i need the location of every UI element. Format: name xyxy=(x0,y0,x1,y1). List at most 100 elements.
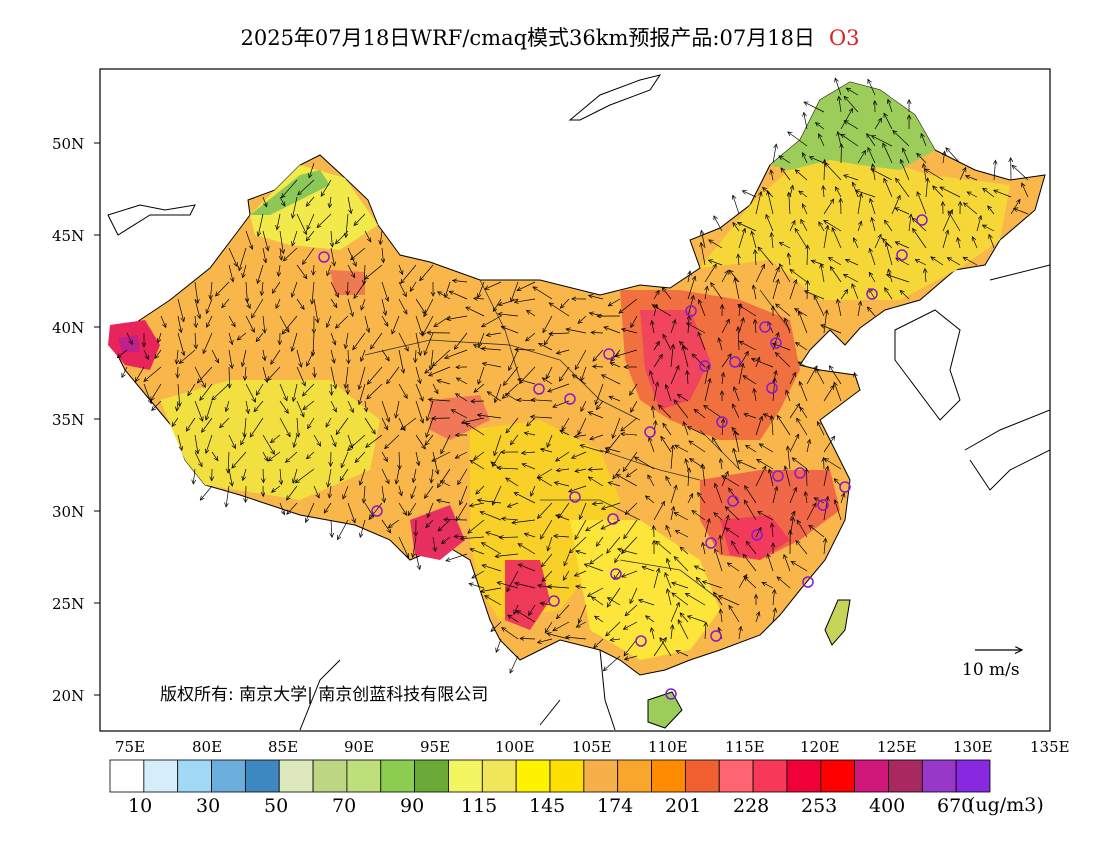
wind-arrow xyxy=(508,615,519,623)
wind-arrow xyxy=(345,332,349,349)
colorbar-swatch xyxy=(752,759,788,793)
wind-arrow xyxy=(857,151,866,164)
wind-arrow xyxy=(381,519,391,533)
wind-arrow xyxy=(746,445,757,453)
colorbar-swatch xyxy=(380,759,416,793)
wind-arrow xyxy=(696,577,706,589)
wind-arrow xyxy=(429,366,451,376)
wind-arrow xyxy=(353,332,366,350)
wind-arrow xyxy=(588,587,604,596)
wind-arrow xyxy=(1022,183,1029,198)
colorbar-label: 174 xyxy=(597,795,633,817)
colorbar-swatch xyxy=(549,759,585,793)
wind-arrow xyxy=(287,485,298,500)
wind-arrow xyxy=(775,353,791,368)
wind-arrow xyxy=(364,485,365,503)
wind-arrow xyxy=(520,638,536,639)
wind-arrow xyxy=(415,553,420,570)
wind-arrow xyxy=(524,433,536,435)
wind-arrow xyxy=(336,417,349,435)
wind-arrow xyxy=(557,604,570,619)
wind-arrow xyxy=(867,134,876,147)
wind-arrow xyxy=(771,233,773,249)
wind-arrow xyxy=(868,148,876,164)
colorbar-swatch xyxy=(312,759,348,793)
colorbar-label: 90 xyxy=(400,795,424,817)
wind-arrow xyxy=(758,512,774,521)
wind-arrow xyxy=(258,213,264,236)
wind-arrow xyxy=(776,304,791,317)
wind-arrow xyxy=(343,485,349,499)
wind-arrow xyxy=(462,417,485,423)
wind-arrow xyxy=(733,223,740,232)
wind-arrow xyxy=(670,366,679,385)
wind-arrow xyxy=(769,469,774,487)
wind-arrow xyxy=(816,369,825,385)
wind-arrow xyxy=(313,264,314,275)
wind-arrow xyxy=(773,343,791,351)
wind-arrow xyxy=(495,383,502,403)
wind-arrow xyxy=(917,153,927,164)
wind-arrow xyxy=(874,235,881,249)
wind-arrow xyxy=(382,247,384,263)
wind-arrow xyxy=(674,557,689,572)
wind-arrow xyxy=(624,638,638,656)
wind-arrow xyxy=(361,349,366,361)
wind-arrow xyxy=(330,349,335,363)
wind-arrow xyxy=(591,332,604,333)
wind-arrow xyxy=(670,485,677,504)
wind-arrow xyxy=(674,513,689,521)
wind-arrow xyxy=(361,298,366,310)
wind-arrow xyxy=(786,390,791,402)
wind-arrow xyxy=(635,457,655,470)
wind-arrow xyxy=(478,366,485,384)
wind-arrow xyxy=(388,519,400,528)
wind-arrow xyxy=(653,382,658,402)
wind-arrow xyxy=(498,314,519,316)
wind-arrow xyxy=(297,417,298,437)
wind-arrow xyxy=(931,257,944,266)
wind-arrow xyxy=(455,451,468,458)
wind-arrow xyxy=(709,260,723,266)
wind-arrow xyxy=(427,502,434,518)
wind-arrow xyxy=(686,593,706,606)
wind-arrow xyxy=(630,383,638,395)
wind-arrow xyxy=(869,289,876,300)
wind-arrow xyxy=(844,121,859,130)
wind-arrow xyxy=(788,253,790,266)
wind-arrow xyxy=(469,584,485,589)
wind-arrow xyxy=(566,637,587,639)
wind-arrow xyxy=(610,363,621,368)
wind-arrow xyxy=(432,451,451,461)
wind-arrow xyxy=(885,220,893,232)
wind-arrow xyxy=(206,400,213,420)
wind-arrow xyxy=(328,468,332,487)
colorbar-swatch xyxy=(786,759,822,793)
wind-arrow xyxy=(194,451,202,467)
wind-arrow xyxy=(841,134,859,147)
wind-arrow xyxy=(433,536,435,552)
wind-arrow xyxy=(670,344,673,368)
wind-arrow xyxy=(943,151,945,164)
wind-arrow xyxy=(313,485,319,498)
wind-arrow xyxy=(245,298,250,308)
wind-arrow xyxy=(197,366,213,383)
wind-arrow xyxy=(672,593,689,606)
wind-arrow xyxy=(210,281,212,299)
wind-arrow xyxy=(602,375,621,385)
lon-label: 130E xyxy=(953,738,993,756)
lat-label: 30N xyxy=(52,503,84,521)
wind-arrow xyxy=(733,195,740,215)
wind-arrow xyxy=(819,134,825,147)
coastline-bay-bengal xyxy=(299,659,341,731)
wind-arrow xyxy=(242,349,247,366)
wind-arrow xyxy=(303,383,315,396)
wind-arrow xyxy=(772,487,777,504)
wind-arrow xyxy=(279,230,283,254)
wind-arrow xyxy=(807,245,808,266)
wind-arrow xyxy=(456,502,468,521)
wind-arrow xyxy=(595,616,604,623)
colorbar-swatch xyxy=(177,759,212,793)
wind-arrow xyxy=(615,349,638,357)
wind-arrow xyxy=(824,538,826,555)
